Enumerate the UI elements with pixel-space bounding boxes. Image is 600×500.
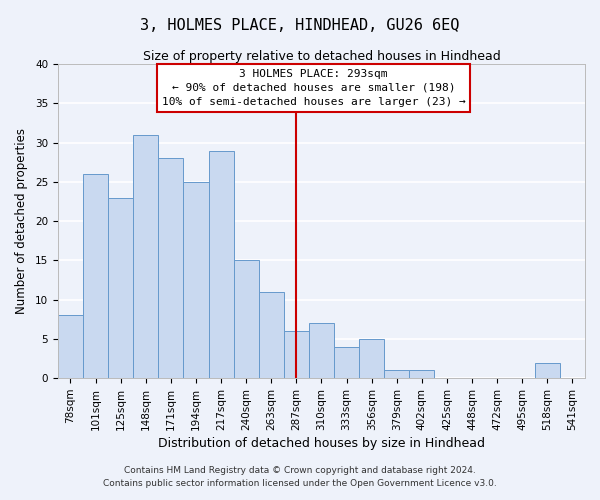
- Bar: [334, 347, 359, 378]
- Bar: [58, 316, 83, 378]
- Text: 3 HOLMES PLACE: 293sqm
← 90% of detached houses are smaller (198)
10% of semi-de: 3 HOLMES PLACE: 293sqm ← 90% of detached…: [161, 69, 466, 107]
- Bar: [158, 158, 184, 378]
- Text: Contains HM Land Registry data © Crown copyright and database right 2024.
Contai: Contains HM Land Registry data © Crown c…: [103, 466, 497, 487]
- Title: Size of property relative to detached houses in Hindhead: Size of property relative to detached ho…: [143, 50, 500, 63]
- Bar: [184, 182, 209, 378]
- Bar: [409, 370, 434, 378]
- Bar: [259, 292, 284, 378]
- Bar: [309, 324, 334, 378]
- X-axis label: Distribution of detached houses by size in Hindhead: Distribution of detached houses by size …: [158, 437, 485, 450]
- Bar: [209, 150, 233, 378]
- Bar: [535, 362, 560, 378]
- Bar: [133, 135, 158, 378]
- Bar: [384, 370, 409, 378]
- Bar: [284, 331, 309, 378]
- Y-axis label: Number of detached properties: Number of detached properties: [15, 128, 28, 314]
- Bar: [359, 339, 384, 378]
- Bar: [108, 198, 133, 378]
- Bar: [233, 260, 259, 378]
- Text: 3, HOLMES PLACE, HINDHEAD, GU26 6EQ: 3, HOLMES PLACE, HINDHEAD, GU26 6EQ: [140, 18, 460, 32]
- Bar: [83, 174, 108, 378]
